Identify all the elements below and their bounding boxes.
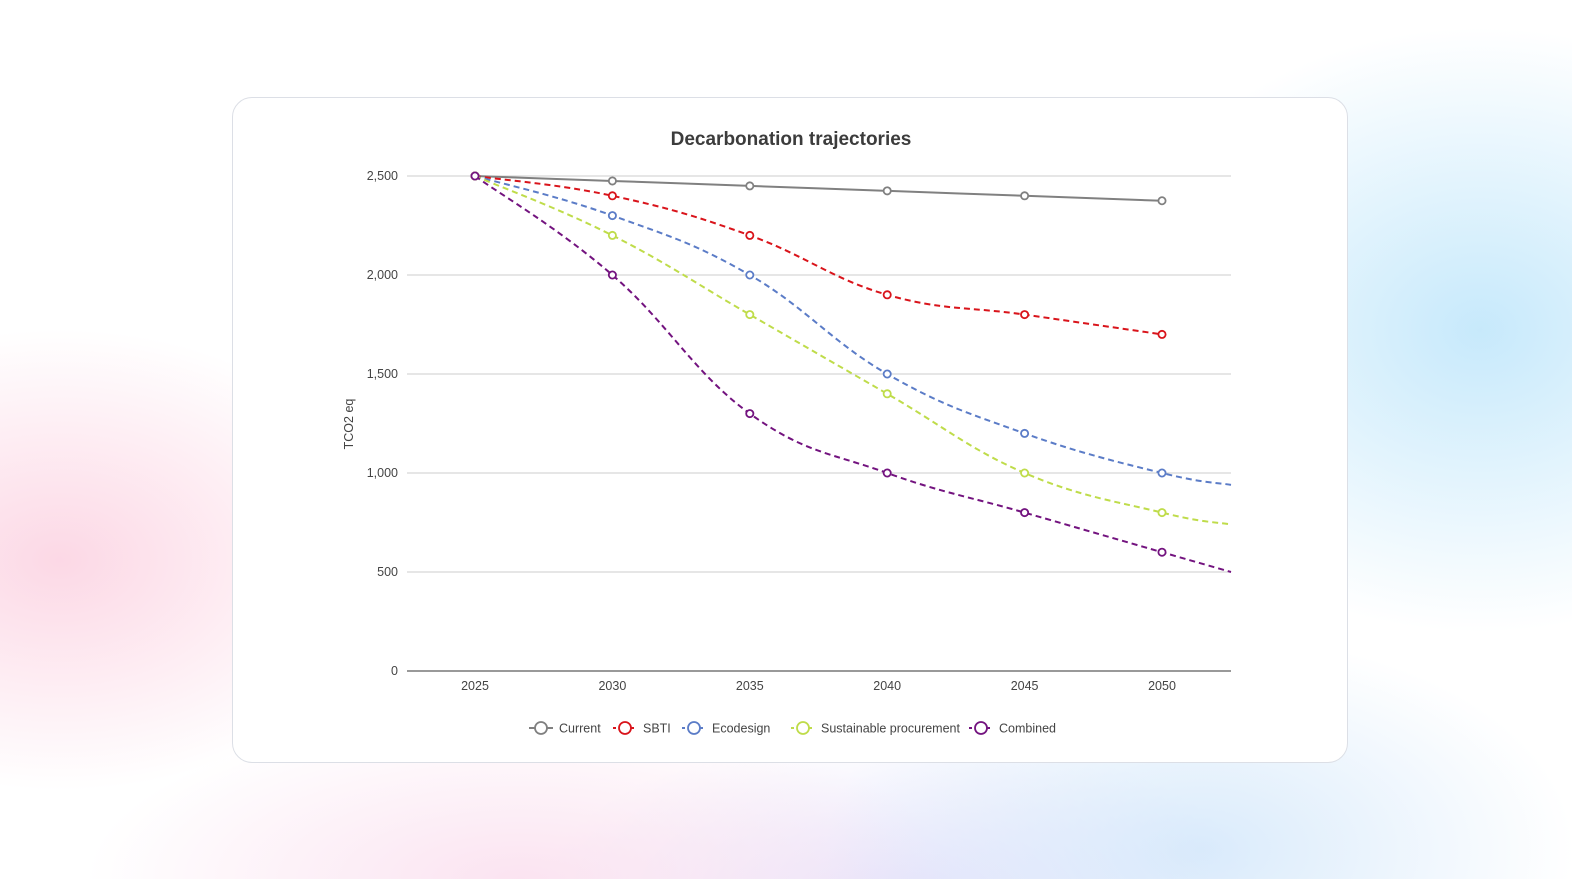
data-point[interactable]: [607, 270, 617, 280]
series-line: [474, 175, 1232, 486]
data-point[interactable]: [882, 468, 892, 478]
y-tick-label: 0: [391, 664, 398, 678]
y-tick-label: 1,500: [367, 367, 398, 381]
legend-marker: [534, 721, 548, 735]
data-point[interactable]: [607, 191, 617, 201]
data-point[interactable]: [1157, 508, 1167, 518]
data-point[interactable]: [1157, 329, 1167, 339]
y-axis-ticks: 0 500 1,000 1,500 2,000 2,500: [367, 169, 398, 678]
series-lines: [470, 171, 1232, 573]
data-point[interactable]: [745, 181, 755, 191]
x-tick-label: 2030: [598, 679, 626, 693]
legend-label: Ecodesign: [712, 722, 770, 736]
data-point[interactable]: [1157, 468, 1167, 478]
data-point[interactable]: [745, 310, 755, 320]
y-tick-label: 1,000: [367, 466, 398, 480]
legend-marker: [796, 721, 810, 735]
y-tick-label: 2,500: [367, 169, 398, 183]
series-line: [474, 175, 1232, 573]
series-current: [470, 171, 1167, 206]
data-point[interactable]: [745, 230, 755, 240]
legend-item[interactable]: SBTI: [613, 721, 671, 736]
y-tick-label: 500: [377, 565, 398, 579]
legend-label: Combined: [999, 722, 1056, 736]
series-combined: [470, 171, 1232, 573]
series-line: [474, 175, 1232, 526]
legend: Current SBTI Ecodesign Sustainable procurem…: [529, 721, 1056, 736]
series-line: [474, 175, 1163, 336]
data-point[interactable]: [607, 176, 617, 186]
legend-item[interactable]: Current: [529, 721, 601, 736]
x-tick-label: 2045: [1011, 679, 1039, 693]
series-sustainable-procurement: [470, 171, 1232, 526]
chart-title: Decarbonation trajectories: [671, 129, 912, 150]
data-point[interactable]: [1020, 310, 1030, 320]
data-point[interactable]: [745, 270, 755, 280]
data-point[interactable]: [882, 290, 892, 300]
x-tick-label: 2025: [461, 679, 489, 693]
legend-label: Current: [559, 722, 601, 736]
legend-item[interactable]: Sustainable procurement: [791, 721, 960, 736]
data-point[interactable]: [882, 389, 892, 399]
legend-marker: [618, 721, 632, 735]
legend-label: SBTI: [643, 722, 671, 736]
data-point[interactable]: [745, 409, 755, 419]
legend-marker: [687, 721, 701, 735]
legend-item[interactable]: Combined: [969, 721, 1056, 736]
y-axis-label: TCO2 eq: [342, 399, 356, 450]
y-tick-label: 2,000: [367, 268, 398, 282]
data-point[interactable]: [1157, 196, 1167, 206]
data-point[interactable]: [470, 171, 480, 181]
legend-marker: [974, 721, 988, 735]
data-point[interactable]: [1020, 508, 1030, 518]
x-axis-ticks: 2025 2030 2035 2040 2045 2050: [461, 679, 1176, 693]
legend-label: Sustainable procurement: [821, 722, 960, 736]
data-point[interactable]: [882, 369, 892, 379]
x-tick-label: 2050: [1148, 679, 1176, 693]
chart-card: Decarbonation trajectories 0 500 1,000 1,50…: [232, 97, 1348, 763]
x-tick-label: 2040: [873, 679, 901, 693]
data-point[interactable]: [882, 186, 892, 196]
data-point[interactable]: [607, 211, 617, 221]
legend-item[interactable]: Ecodesign: [682, 721, 770, 736]
data-point[interactable]: [607, 230, 617, 240]
grid-lines: [407, 175, 1231, 672]
series-line: [474, 175, 1163, 202]
line-chart: Decarbonation trajectories 0 500 1,000 1,50…: [342, 129, 1232, 736]
x-tick-label: 2035: [736, 679, 764, 693]
data-point[interactable]: [1020, 468, 1030, 478]
data-point[interactable]: [1157, 547, 1167, 557]
data-point[interactable]: [1020, 191, 1030, 201]
data-point[interactable]: [1020, 428, 1030, 438]
